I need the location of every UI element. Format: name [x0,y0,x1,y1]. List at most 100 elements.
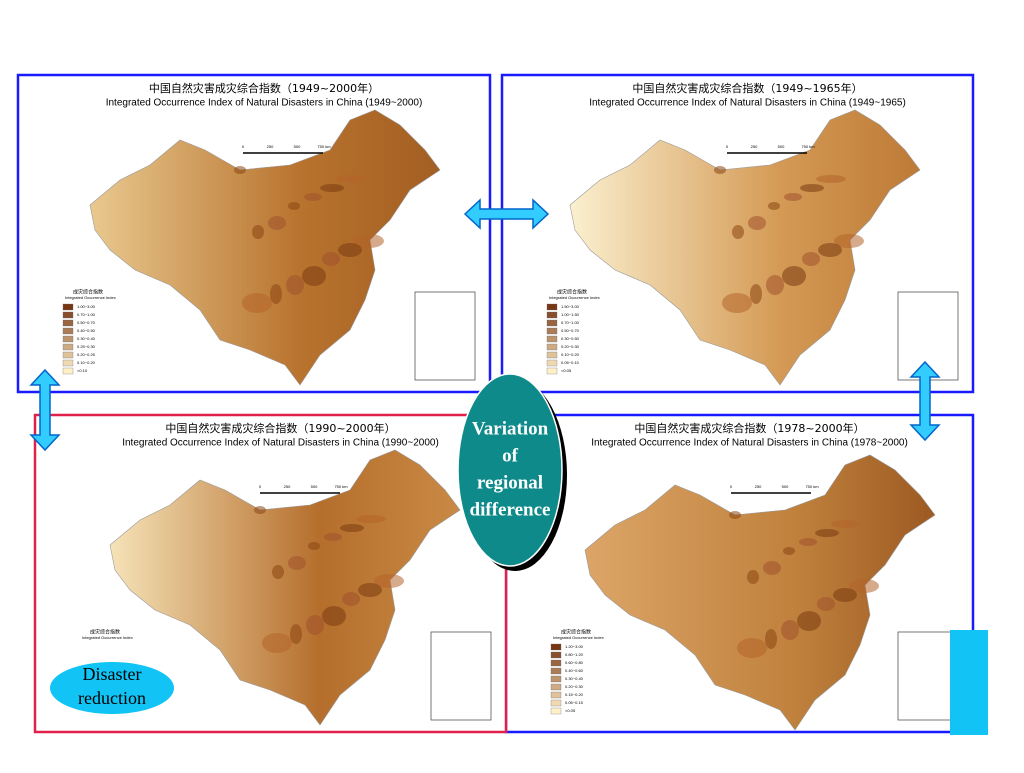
scale-label: 250 [267,144,274,149]
map-region [304,193,322,201]
scale-label: 0 [730,484,733,489]
legend-swatch [550,659,562,667]
arrows [29,198,941,452]
legend-label: 0.20~0.25 [77,352,96,357]
map-region [242,293,272,313]
legend-swatch [550,707,562,715]
map-title-cn: 中国自然灾害成灾综合指数（1990~2000年） [165,421,395,435]
legend-label: 0.40~0.60 [565,668,584,673]
scale-label: 750 km [801,144,815,149]
legend-swatch [62,367,74,375]
map-region [750,284,762,304]
legend-label: 0.30~0.40 [77,336,96,341]
map-region [354,234,384,248]
legend-title-cn: 成灾综合指数 [557,289,587,296]
map-region [322,606,346,626]
legend-swatch [550,667,562,675]
legend-label: 0.30~0.50 [561,336,580,341]
map-region [783,547,795,555]
map-region [324,533,342,541]
legend-label: 1.00~1.50 [561,312,580,317]
legend-swatch [62,351,74,359]
map-region [818,243,842,257]
map-region [252,225,264,239]
legend-label: 1.00~3.00 [77,304,96,309]
map-region [254,506,266,514]
callout-text: Variation [472,418,549,439]
map-region [797,611,821,631]
scale-label: 500 [782,484,789,489]
map-region [268,216,286,230]
map-region [834,234,864,248]
inset-map [897,631,959,721]
legend-label: 0.25~0.30 [77,344,96,349]
map-region [714,166,726,174]
map-panel: 中国自然灾害成灾综合指数（1978~2000年） Integrated Occur… [504,413,975,734]
legend-swatch [546,303,558,311]
map-region [262,633,292,653]
legend-swatch [550,651,562,659]
legend-swatch [62,335,74,343]
map-region [782,266,806,286]
label-text: reduction [78,688,146,708]
legend-label: 0.70~1.00 [561,320,580,325]
map-title-cn: 中国自然灾害成灾综合指数（1949~2000年） [149,81,379,95]
scale-label: 0 [242,144,245,149]
legend-swatch [62,311,74,319]
inset-map [414,291,476,381]
label-bubble [50,662,174,714]
map-region [338,243,362,257]
map-title-en: Integrated Occurrence Index of Natural D… [589,98,906,109]
legend-title-en: Integrated Occurrence Index [553,635,604,640]
map-region [286,275,304,295]
scale-label: 250 [755,484,762,489]
legend-label: <0.05 [561,368,572,373]
map-region [766,275,784,295]
map-region [290,624,302,644]
legend-swatch [550,643,562,651]
map-region [833,588,857,602]
map-region [849,579,879,593]
legend-label: 0.50~0.70 [561,328,580,333]
legend-swatch [550,683,562,691]
scale-label: 500 [294,144,301,149]
map-region [831,520,861,528]
legend-label: 0.15~0.20 [565,692,584,697]
legend-label: 0.10~0.20 [561,352,580,357]
map-region [781,620,799,640]
legend-label: 0.50~0.70 [77,320,96,325]
legend-label: 0.60~0.80 [565,660,584,665]
scale-label: 250 [751,144,758,149]
legend-swatch [550,675,562,683]
inset-map [430,631,492,721]
callout-text: regional [477,472,543,493]
map-panel: 中国自然灾害成灾综合指数（1949~1965年） Integrated Occur… [500,73,975,394]
callout-bubble [457,373,563,567]
legend-title-cn: 成灾综合指数 [73,289,103,296]
legend-swatch [62,303,74,311]
map-region [763,561,781,575]
scale-label: 750 km [317,144,331,149]
callout-text: of [502,445,519,466]
legend-title-en: Integrated Occurrence Index [549,295,600,300]
scale-label: 0 [259,484,262,489]
legend-swatch [550,699,562,707]
side-bar [950,630,988,735]
map-region [288,202,300,210]
legend-swatch [62,319,74,327]
legend-title-en: Integrated Occurrence Index [65,295,116,300]
legend-label: 0.30~0.40 [565,676,584,681]
legend-label: 0.20~0.30 [561,344,580,349]
map-region [322,252,340,266]
legend-label: 0.80~1.20 [565,652,584,657]
legend-label: <0.10 [77,368,88,373]
scale-label: 250 [284,484,291,489]
map-title-en: Integrated Occurrence Index of Natural D… [122,438,439,449]
map-region [270,284,282,304]
scale-label: 500 [778,144,785,149]
map-region [729,511,741,519]
map-region [768,202,780,210]
legend-swatch [62,359,74,367]
legend-title-en: Integrated Occurrence Index [82,635,133,640]
map-region [342,592,360,606]
